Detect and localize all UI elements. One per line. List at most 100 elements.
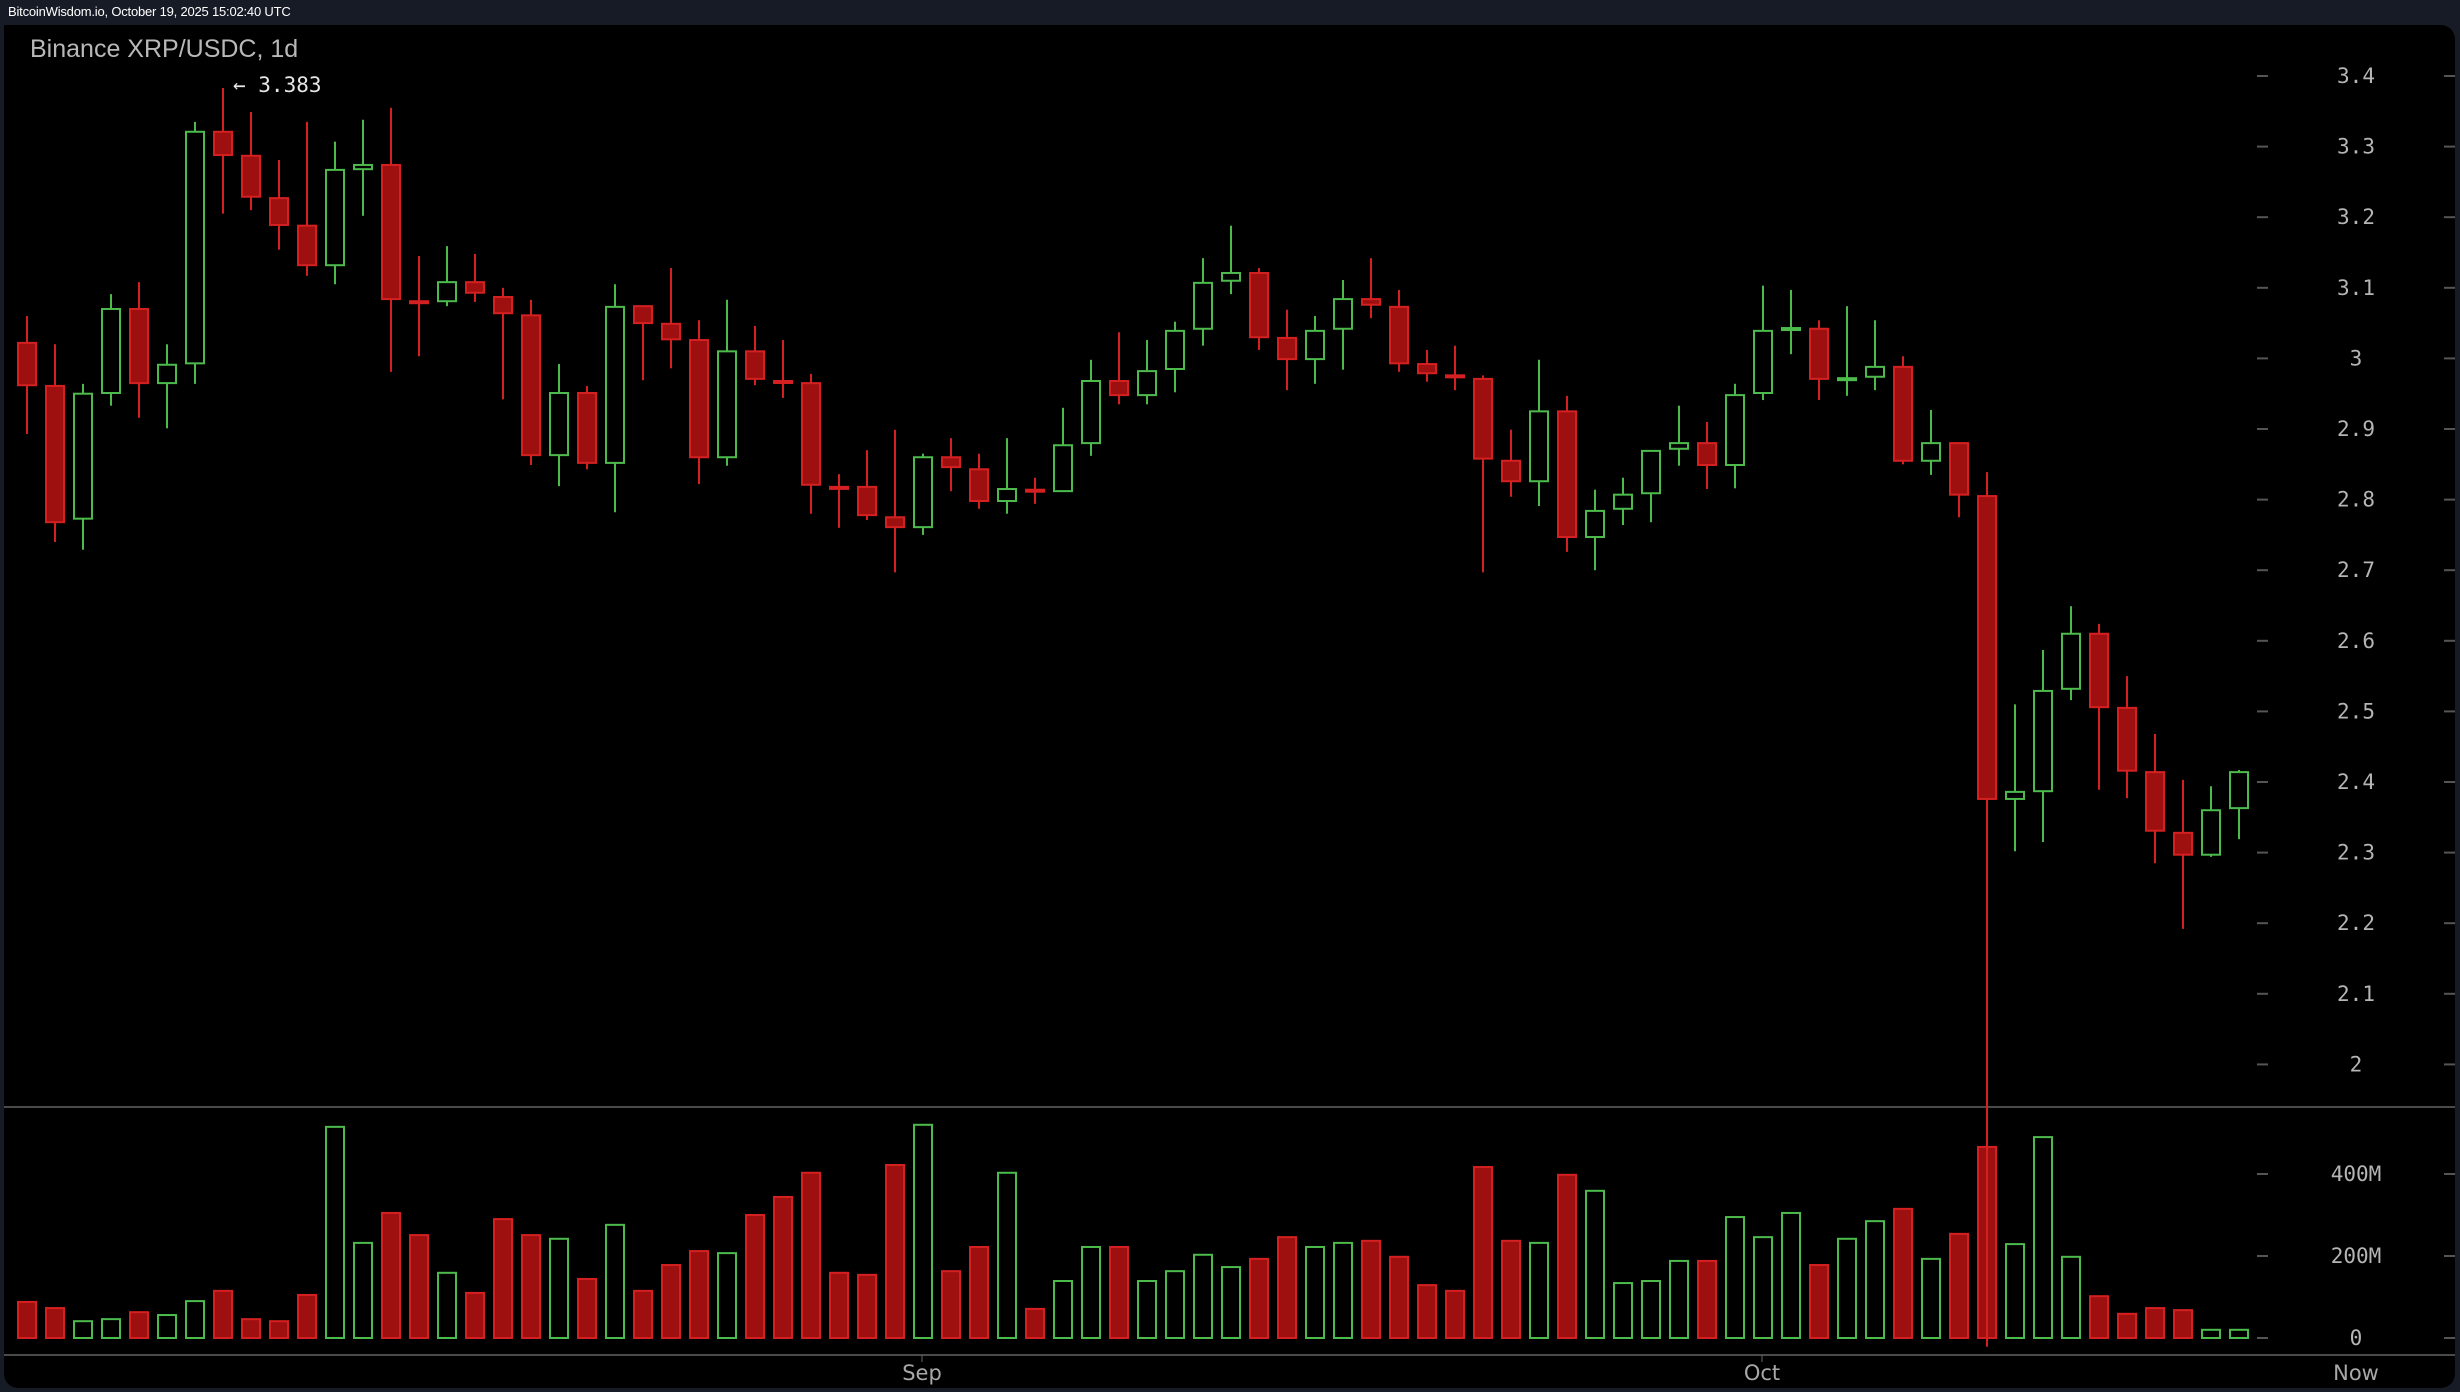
candle-down: [1697, 421, 1717, 490]
volume-bar-up: [325, 1125, 345, 1339]
candle-up: [1165, 321, 1185, 393]
volume-bar-down: [465, 1291, 485, 1340]
volume-bar-up: [2033, 1136, 2053, 1339]
price-tick-label: 2.9: [2337, 417, 2375, 441]
high-marker: ← 3.383: [233, 73, 322, 97]
candle-down: [1557, 395, 1577, 552]
price-tick-label: 2.3: [2337, 841, 2375, 865]
volume-bar-up: [1921, 1257, 1941, 1339]
candle-down: [1809, 320, 1829, 401]
volume-bar-down: [269, 1320, 289, 1339]
price-candles: [17, 88, 2249, 1347]
price-tick-label: 2: [2350, 1052, 2363, 1076]
candle-up: [325, 141, 345, 285]
volume-tick-label: 0: [2350, 1326, 2363, 1350]
volume-bar-up: [717, 1252, 737, 1340]
candlestick-chart[interactable]: 3.4 3.3 3.2 3.1 3 2.9 2.8 2.7 2.6 2.5 2.4 2.3 2.2 2.1…: [4, 25, 2455, 1388]
candle-down: [689, 320, 709, 485]
price-axis: 3.4 3.3 3.2 3.1 3 2.9 2.8 2.7 2.6 2.5 2.4 2.3 2.2 2.1…: [2257, 64, 2455, 1076]
candle-up: [1529, 359, 1549, 506]
candle-up: [1921, 409, 1941, 475]
volume-bar-down: [801, 1171, 821, 1340]
volume-bar-down: [381, 1211, 401, 1339]
candle-down: [381, 107, 401, 372]
volume-bar-up: [2061, 1255, 2081, 1339]
candle-down: [1473, 375, 1493, 573]
candle-up: [1333, 280, 1353, 370]
volume-bar-up: [101, 1318, 121, 1340]
volume-bar-down: [1389, 1255, 1409, 1339]
price-tick-label: 2.6: [2337, 629, 2375, 653]
candle-down: [801, 373, 821, 514]
candle-up: [1193, 258, 1213, 346]
volume-bar-down: [1249, 1257, 1269, 1339]
volume-bar-down: [1557, 1173, 1577, 1339]
candle-down: [521, 299, 541, 466]
volume-bar-down: [969, 1245, 989, 1339]
volume-bar-up: [1641, 1280, 1661, 1340]
volume-bar-down: [2089, 1295, 2109, 1340]
volume-bar-down: [577, 1277, 597, 1339]
volume-bar-down: [1277, 1236, 1297, 1340]
candle-down: [297, 121, 317, 276]
volume-bar-up: [157, 1314, 177, 1340]
chart-title: Binance XRP/USDC, 1d: [30, 35, 299, 63]
volume-bar-down: [2117, 1312, 2137, 1340]
candle-up: [1669, 405, 1689, 466]
price-tick-label: 2.4: [2337, 770, 2375, 794]
volume-bar-down: [1809, 1264, 1829, 1340]
candle-down: [1025, 477, 1045, 504]
volume-bar-up: [185, 1300, 205, 1339]
volume-bar-down: [1025, 1307, 1045, 1340]
volume-bar-up: [437, 1271, 457, 1340]
volume-bar-down: [493, 1218, 513, 1339]
candle-up: [2229, 769, 2249, 840]
volume-bar-up: [1333, 1241, 1353, 1340]
volume-bar-up: [1613, 1282, 1633, 1340]
candle-down: [577, 385, 597, 470]
time-tick-label: Sep: [902, 1361, 942, 1385]
candle-up: [717, 299, 737, 466]
volume-bar-down: [1445, 1289, 1465, 1339]
candle-down: [633, 305, 653, 381]
chart-frame[interactable]: 3.4 3.3 3.2 3.1 3 2.9 2.8 2.7 2.6 2.5 2.4 2.3 2.2 2.1…: [4, 25, 2455, 1388]
volume-bar-up: [353, 1241, 373, 1340]
candle-up: [1613, 477, 1633, 526]
volume-bar-up: [2201, 1328, 2221, 1340]
volume-bar-down: [2173, 1309, 2193, 1339]
candle-up: [2061, 606, 2081, 701]
volume-bar-up: [1725, 1216, 1745, 1340]
candle-up: [1585, 489, 1605, 571]
candle-down: [17, 316, 37, 434]
volume-bar-up: [1221, 1266, 1241, 1339]
price-tick-label: 2.7: [2337, 558, 2375, 582]
volume-bar-down: [1473, 1166, 1493, 1340]
price-tick-label: 2.8: [2337, 488, 2375, 512]
volume-bar-up: [1053, 1280, 1073, 1340]
volume-bar-up: [605, 1223, 625, 1339]
candle-up: [73, 383, 93, 550]
volume-bar-up: [1585, 1189, 1605, 1340]
candle-down: [493, 287, 513, 400]
volume-tick-label: 200M: [2331, 1244, 2382, 1268]
volume-tick-label: 400M: [2331, 1162, 2382, 1186]
volume-bar-down: [745, 1214, 765, 1339]
volume-bar-down: [1109, 1245, 1129, 1339]
price-tick-label: 2.5: [2337, 699, 2375, 723]
candle-up: [1865, 320, 1885, 391]
volume-bar-down: [1417, 1284, 1437, 1339]
candle-down: [1501, 429, 1521, 497]
candle-up: [353, 119, 373, 216]
price-tick-label: 3.3: [2337, 135, 2375, 159]
candle-down: [45, 344, 65, 542]
candle-down: [1249, 268, 1269, 350]
volume-bar-up: [1837, 1237, 1857, 1340]
candle-down: [1445, 345, 1465, 391]
candle-down: [409, 256, 429, 357]
candle-down: [1977, 472, 1997, 1347]
candle-down: [661, 268, 681, 369]
price-tick-label: 3.2: [2337, 205, 2375, 229]
candle-down: [857, 450, 877, 521]
candle-down: [1949, 442, 1969, 518]
volume-bar-up: [913, 1123, 933, 1340]
